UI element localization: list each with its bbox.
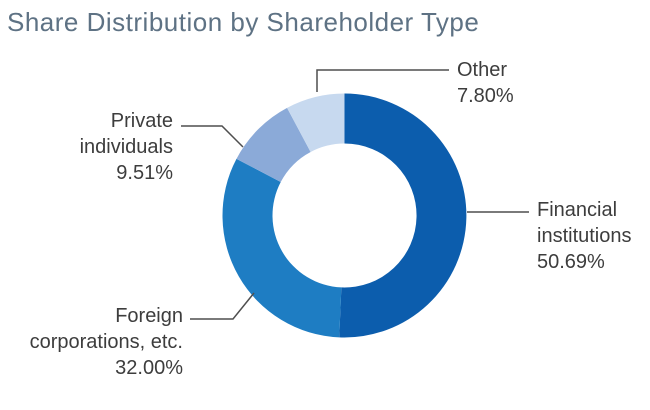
label-private-individuals: Private individuals 9.51% [20, 108, 173, 186]
label-other-name: Other [457, 59, 508, 81]
label-financial-name: Financial institutions [537, 199, 632, 247]
label-other: Other 7.80% [457, 57, 514, 109]
label-foreign-corporations: Foreign corporations, etc. 32.00% [20, 303, 183, 381]
donut-segment-other [287, 93, 345, 152]
donut-segment-private-individuals [236, 107, 311, 183]
leader-line-other [316, 69, 449, 92]
donut-segment-foreign-corporations-etc [222, 158, 342, 338]
donut-segment-financial-institutions [339, 93, 467, 338]
chart-title: Share Distribution by Shareholder Type [7, 7, 480, 37]
label-financial-pct: 50.69% [537, 251, 605, 273]
label-foreign-pct: 32.00% [115, 357, 183, 379]
leader-line-foreign [190, 292, 255, 320]
label-financial-institutions: Financial institutions 50.69% [537, 197, 650, 275]
label-private-pct: 9.51% [116, 162, 173, 184]
label-other-pct: 7.80% [457, 85, 514, 107]
leader-line-private [181, 125, 244, 148]
label-foreign-name: Foreign corporations, etc. [29, 305, 183, 353]
label-private-name: Private individuals [79, 110, 173, 158]
